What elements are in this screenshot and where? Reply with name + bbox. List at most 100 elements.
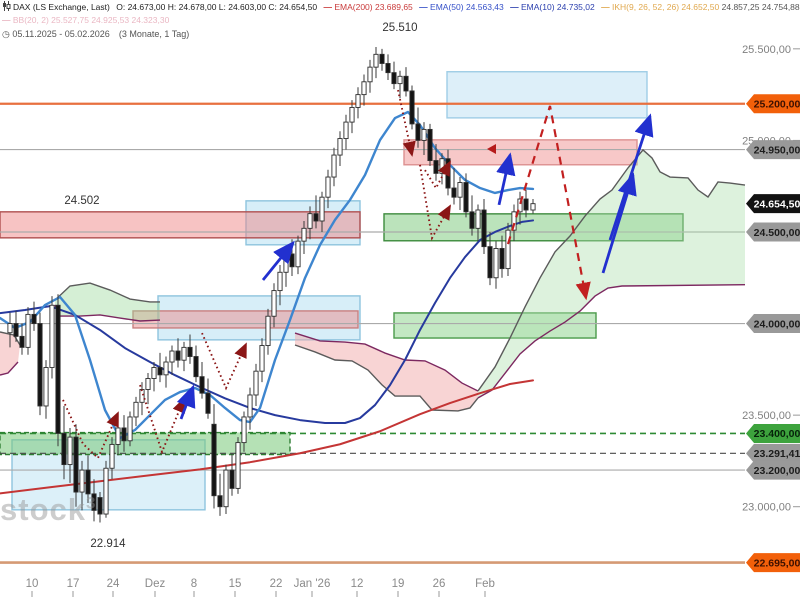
ema50-legend[interactable]: EMA(50) 24.563,43 <box>430 2 504 12</box>
stock3-watermark: stock3 <box>0 492 97 527</box>
x-axis-tick-label: 10 <box>26 578 39 590</box>
projection-blue-arrow <box>608 113 654 241</box>
red-triangle-marker <box>487 144 496 155</box>
candle-down <box>469 211 475 229</box>
candle-up <box>373 53 379 68</box>
ema10-legend[interactable]: EMA(10) 24.735,02 <box>521 2 595 12</box>
ema200-legend-dash: — <box>323 2 332 12</box>
candle-up <box>475 209 481 229</box>
kumo-right-green-senkou-a <box>477 148 746 392</box>
price-badge-22.695,00 <box>746 553 800 573</box>
candle-down <box>85 469 91 495</box>
kumo-mid-pink-fill <box>295 333 478 411</box>
candle-down <box>37 323 43 407</box>
candle-up <box>301 227 307 242</box>
candle-up <box>343 121 349 140</box>
price-annotation: 25.510 <box>382 22 417 34</box>
candle-down <box>211 423 217 497</box>
kumo-left-pink-senkou-b <box>0 361 19 376</box>
kumo-left-green-senkou-a <box>54 282 160 303</box>
candle-down <box>415 123 421 141</box>
candle-down <box>73 436 79 493</box>
candle-up <box>67 436 73 466</box>
price-badge-label: 23.400,00 <box>754 428 800 440</box>
candle-up <box>181 346 187 361</box>
candle-down <box>379 53 385 64</box>
candle-down <box>463 182 469 213</box>
candle-down <box>205 392 211 414</box>
candle-down <box>193 356 199 378</box>
candle-up <box>367 66 373 83</box>
price-badge-label: 25.200,00 <box>754 99 800 111</box>
candle-up <box>325 176 331 198</box>
candle-up <box>319 196 325 222</box>
candle-up <box>151 367 157 379</box>
candle-up <box>337 138 343 156</box>
candle-up <box>259 345 265 372</box>
bb-legend-dash: — <box>2 15 13 25</box>
clock-icon: ◷ <box>2 29 10 39</box>
candle-up <box>355 94 361 108</box>
projection-blue-arrow <box>261 240 295 281</box>
candle-up <box>397 75 403 85</box>
candle-up <box>493 248 499 279</box>
candle-up <box>79 469 85 493</box>
candle-down <box>229 469 235 489</box>
zone-pink-band-24000 <box>132 310 359 329</box>
projection-dotted-arrow <box>62 399 119 460</box>
kumo-mid-pink-senkou-a <box>294 332 479 392</box>
kumo-right-green-fill <box>478 149 745 398</box>
candle-down <box>19 335 25 348</box>
candle-up <box>103 467 109 515</box>
x-axis-tick-label: 26 <box>433 578 446 590</box>
price-badge-label: 22.695,00 <box>754 557 800 569</box>
date-range: 05.11.2025 - 05.02.2026 <box>12 29 110 39</box>
kumo-mid-pink-senkou-b <box>294 344 479 412</box>
zone-green-zone-24500 <box>383 213 684 242</box>
price-badge-label: 24.000,00 <box>754 318 800 330</box>
price-badge-label: 24.500,00 <box>754 227 800 239</box>
candle-up <box>241 416 247 444</box>
candle-down <box>391 72 397 85</box>
ichimoku-legend[interactable]: IKH(9, 26, 52, 26) 24.652,50 <box>611 2 720 12</box>
candle-up <box>277 271 283 292</box>
ichimoku-values: 24.857,25 24.754,88 24.212,25 24.654,50 <box>721 2 800 12</box>
ema10-legend-dash: — <box>510 2 519 12</box>
price-badge-24.654,50 <box>746 194 800 214</box>
price-badge-23.400,00 <box>746 423 800 443</box>
candle-up <box>127 416 133 442</box>
x-axis-tick-label: 12 <box>351 578 364 590</box>
candle-down <box>499 248 505 270</box>
candle-down <box>61 432 67 466</box>
candle-down <box>487 246 493 279</box>
bb-legend[interactable]: BB(20, 2) 25.527,75 24.925,53 24.323,30 <box>12 15 170 25</box>
kumo-right-green-senkou-b <box>477 284 746 399</box>
y-axis-tick-label: 23.500,00 <box>742 410 791 422</box>
candle-up <box>253 370 259 396</box>
candle-up <box>7 323 13 334</box>
line-EMA(50) <box>0 219 534 425</box>
candle-down <box>175 350 181 361</box>
candle-down <box>451 187 457 198</box>
candle-up <box>307 213 313 229</box>
timeframe-label[interactable]: (3 Monate, 1 Tag) <box>118 29 190 39</box>
projection-dotted-arrow <box>139 384 186 455</box>
candle-up <box>295 240 301 268</box>
candle-up <box>361 81 367 96</box>
projection-dotted-arrow <box>397 89 416 157</box>
x-axis-tick-label: 8 <box>191 578 197 590</box>
chart-header: DAX (LS Exchange, Last) O: 24.673,00 H: … <box>2 1 800 40</box>
price-badge-25.200,00 <box>746 94 800 114</box>
candle-down <box>445 158 451 189</box>
candle-up <box>115 427 121 445</box>
ema50-legend-dash: — <box>419 2 428 12</box>
price-badge-23.291,41 <box>746 443 800 463</box>
price-badge-label: 23.200,00 <box>754 465 800 477</box>
candle-down <box>289 253 295 268</box>
candle-up <box>349 106 355 123</box>
price-annotation: 24.502 <box>64 195 99 207</box>
ema200-legend[interactable]: EMA(200) 23.689,65 <box>334 2 413 12</box>
ichimoku-legend-dash: — <box>601 2 610 12</box>
candle-down <box>187 346 193 357</box>
